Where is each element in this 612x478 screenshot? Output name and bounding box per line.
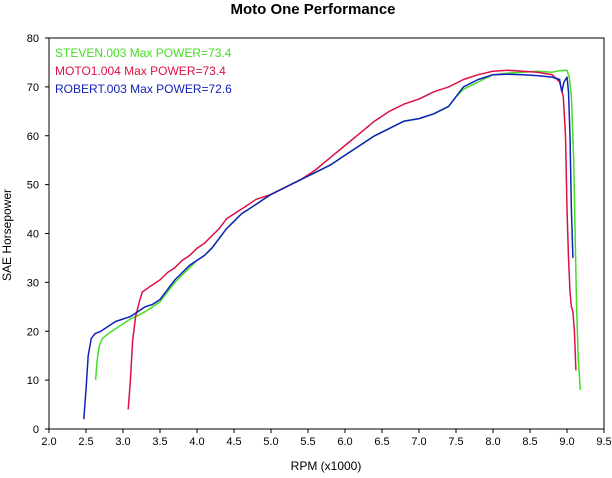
x-tick-label: 4.5 bbox=[226, 436, 241, 448]
y-axis-label: SAE Horsepower bbox=[0, 189, 14, 281]
y-tick-label: 60 bbox=[27, 131, 39, 143]
legend-entry-0: STEVEN.003 Max POWER=73.4 bbox=[55, 46, 232, 60]
legend: STEVEN.003 Max POWER=73.4 MOTO1.004 Max P… bbox=[55, 46, 232, 96]
x-tick-label: 9.0 bbox=[559, 436, 574, 448]
x-tick-label: 9.5 bbox=[596, 436, 611, 448]
y-tick-label: 10 bbox=[27, 375, 39, 387]
series-line-2 bbox=[83, 73, 574, 420]
y-tick-label: 0 bbox=[33, 424, 39, 436]
y-tick-label: 20 bbox=[27, 326, 39, 338]
x-tick-label: 4.0 bbox=[189, 436, 204, 448]
plot-area bbox=[48, 37, 605, 430]
x-tick-label: 6.5 bbox=[374, 436, 389, 448]
y-axis-ticks: 0 10 20 30 40 50 60 70 80 bbox=[27, 33, 49, 436]
x-tick-label: 3.5 bbox=[152, 436, 167, 448]
series-lines bbox=[83, 69, 582, 420]
x-tick-label: 8.5 bbox=[522, 436, 537, 448]
y-tick-label: 30 bbox=[27, 277, 39, 289]
x-axis-label: RPM (x1000) bbox=[291, 459, 362, 473]
x-tick-label: 2.0 bbox=[41, 436, 56, 448]
y-tick-label: 40 bbox=[27, 229, 39, 241]
chart-title: Moto One Performance bbox=[230, 1, 395, 18]
x-axis-ticks: 2.0 2.5 3.0 3.5 4.0 4.5 5.0 5.5 6.0 6.5 7.0 7.5 8.0 8… bbox=[41, 429, 612, 448]
x-tick-label: 3.0 bbox=[115, 436, 130, 448]
y-tick-label: 80 bbox=[27, 33, 39, 45]
x-tick-label: 2.5 bbox=[78, 436, 93, 448]
legend-entry-2: ROBERT.003 Max POWER=72.6 bbox=[55, 82, 232, 96]
x-tick-label: 8.0 bbox=[485, 436, 500, 448]
x-tick-label: 6.0 bbox=[337, 436, 352, 448]
y-tick-label: 70 bbox=[27, 82, 39, 94]
x-tick-label: 7.0 bbox=[411, 436, 426, 448]
y-tick-label: 50 bbox=[27, 180, 39, 192]
legend-entry-1: MOTO1.004 Max POWER=73.4 bbox=[55, 64, 226, 78]
x-tick-label: 5.5 bbox=[300, 436, 315, 448]
x-tick-label: 5.0 bbox=[263, 436, 278, 448]
x-tick-label: 7.5 bbox=[448, 436, 463, 448]
